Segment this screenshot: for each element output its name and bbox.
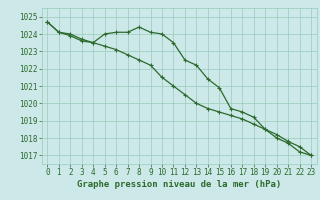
X-axis label: Graphe pression niveau de la mer (hPa): Graphe pression niveau de la mer (hPa) bbox=[77, 180, 281, 189]
